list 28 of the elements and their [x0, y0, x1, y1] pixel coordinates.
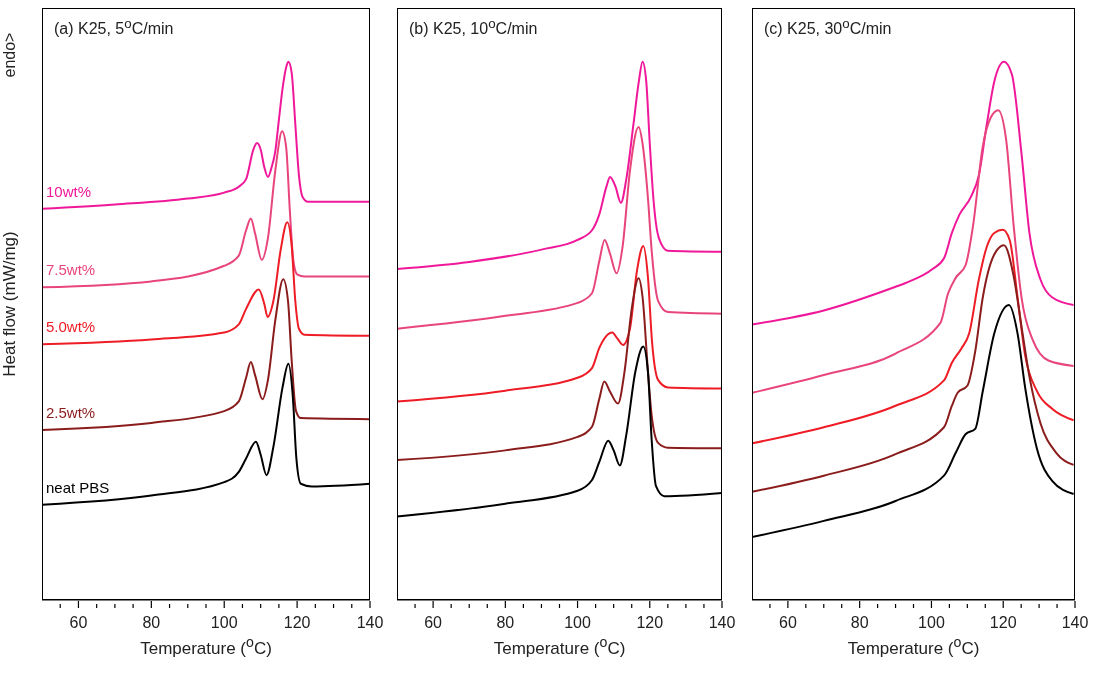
x-tick-label: 100	[918, 614, 945, 631]
series-label: neat PBS	[46, 478, 110, 496]
chart-title: (b) K25, 10$^{o}$C/min	[409, 16, 538, 39]
x-axis-title: Temperature ($^{o}$C)	[492, 634, 627, 659]
x-tick-label: 60	[424, 614, 443, 631]
series-label: 10wt%	[46, 182, 92, 200]
text: endo>	[1, 31, 19, 80]
x-tick-label: 140	[708, 614, 736, 631]
x-tick-label: 100	[564, 614, 591, 631]
x-tick-label: 140	[1061, 614, 1089, 631]
x-tick-label: 60	[778, 614, 797, 631]
x-tick-label: 120	[636, 614, 664, 631]
x-axis-title: Temperature ($^{o}$C)	[139, 634, 273, 659]
x-tick-label: 120	[283, 614, 311, 631]
series-label: 2.5wt%	[46, 403, 96, 421]
series-label: 5.0wt%	[46, 318, 96, 336]
x-tick-label: 60	[69, 614, 88, 631]
x-tick-label: 100	[210, 614, 238, 631]
chart-title: (a) K25, 5$^{o}$C/min	[54, 16, 174, 39]
x-tick-label: 120	[989, 614, 1017, 631]
x-tick-label: 80	[142, 614, 161, 631]
x-tick-label: 140	[356, 614, 384, 631]
x-axis-title: Temperature ($^{o}$C)	[846, 634, 981, 659]
x-tick-label: 80	[850, 614, 869, 631]
x-tick-label: 80	[496, 614, 515, 631]
y-axis-title: Heat flow (mW/mg)	[0, 230, 20, 379]
series-label: 7.5wt%	[46, 261, 96, 279]
chart-title: (c) K25, 30$^{o}$C/min	[764, 16, 892, 39]
